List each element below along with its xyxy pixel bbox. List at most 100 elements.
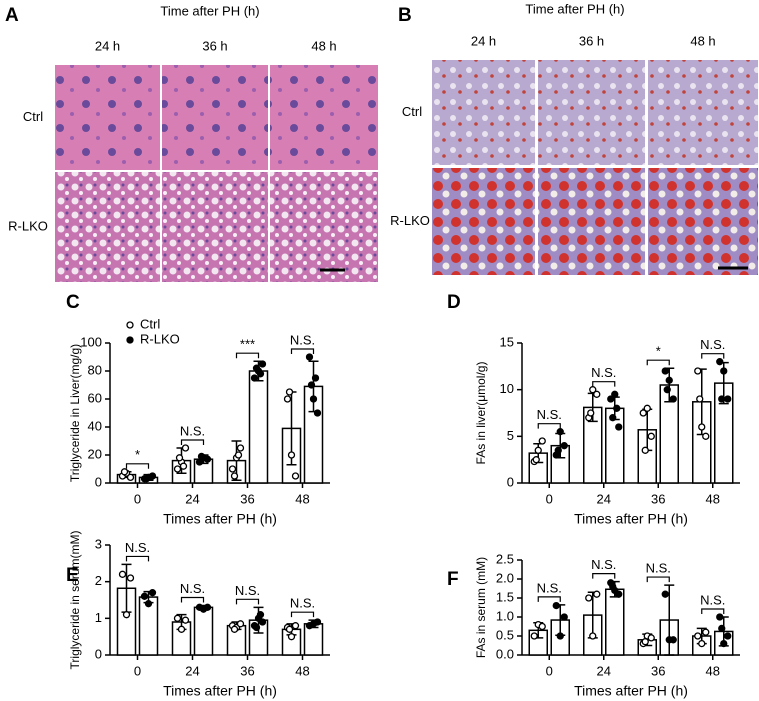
- significance-bracket: [180, 439, 205, 445]
- micrograph: [270, 172, 378, 282]
- panel-letter: A: [5, 5, 19, 26]
- bar: [248, 370, 269, 484]
- x-axis-label: Times after PH (h): [574, 683, 688, 699]
- data-point: [615, 590, 623, 598]
- data-point: [234, 451, 243, 459]
- data-point: [554, 446, 562, 454]
- data-point: [250, 374, 259, 382]
- x-axis-label: Times after PH (h): [163, 511, 277, 527]
- panel-letter: C: [66, 292, 80, 313]
- y-tick-label: 1.5: [496, 589, 514, 604]
- significance-label: N.S.: [125, 540, 150, 555]
- data-point: [252, 364, 261, 372]
- data-point: [291, 472, 300, 480]
- data-point: [716, 613, 724, 621]
- x-axis-label: Times after PH (h): [574, 511, 688, 527]
- panel-letter: D: [447, 292, 461, 313]
- y-tick-label: 0: [95, 474, 102, 489]
- y-tick-label: 0.5: [496, 627, 514, 642]
- data-point: [560, 442, 568, 450]
- legend-marker: [126, 336, 134, 344]
- data-point: [720, 639, 728, 648]
- column-label: 48 h: [311, 38, 336, 53]
- data-point: [718, 624, 726, 633]
- data-point: [611, 390, 619, 398]
- data-point: [307, 381, 316, 389]
- significance-label: N.S.: [646, 561, 671, 576]
- x-tick-label: 0: [546, 491, 553, 506]
- micrograph: [538, 60, 645, 165]
- data-point: [702, 432, 710, 440]
- data-point: [641, 446, 649, 454]
- data-point: [663, 386, 671, 394]
- row-label: R-LKO: [8, 218, 48, 233]
- panel-heading: Time after PH (h): [525, 1, 624, 16]
- micrograph: [432, 60, 535, 165]
- data-point: [309, 395, 318, 403]
- x-tick-label: 36: [651, 491, 665, 506]
- data-point: [669, 395, 677, 403]
- data-point: [530, 632, 538, 640]
- data-point: [724, 395, 732, 403]
- data-point: [283, 395, 292, 403]
- y-tick-label: 2.0: [496, 570, 514, 585]
- data-point: [148, 589, 157, 597]
- x-tick-label: 24: [597, 491, 611, 506]
- data-point: [698, 423, 706, 431]
- significance-label: N.S.: [180, 423, 205, 438]
- legend-label: Ctrl: [140, 316, 160, 331]
- panel-letter: E: [66, 565, 79, 586]
- row-label: Ctrl: [402, 104, 422, 119]
- x-tick-label: 0: [134, 663, 141, 678]
- y-tick-label: 10: [500, 381, 514, 396]
- y-tick-label: 0: [507, 474, 514, 489]
- x-tick-label: 36: [240, 491, 254, 506]
- data-point: [313, 409, 322, 417]
- panel-letter: B: [398, 5, 412, 26]
- data-point: [552, 601, 560, 610]
- column-label: 24 h: [95, 38, 120, 53]
- significance-label: ***: [240, 337, 255, 352]
- data-point: [661, 367, 669, 375]
- x-tick-label: 48: [295, 491, 309, 506]
- x-tick-label: 24: [185, 663, 199, 678]
- data-point: [560, 613, 568, 621]
- data-point: [718, 395, 726, 403]
- data-point: [181, 616, 190, 624]
- column-label: 24 h: [471, 33, 496, 48]
- data-point: [122, 611, 131, 619]
- data-point: [230, 472, 239, 480]
- data-point: [534, 446, 542, 454]
- data-point: [313, 618, 322, 626]
- data-point: [252, 623, 261, 632]
- data-point: [720, 367, 728, 375]
- significance-bracket: [701, 608, 725, 614]
- data-point: [716, 358, 724, 366]
- panel-letter: F: [447, 569, 459, 590]
- y-tick-label: 20: [88, 446, 102, 461]
- significance-label: N.S.: [180, 581, 205, 596]
- data-point: [724, 632, 732, 640]
- significance-label: N.S.: [591, 557, 616, 572]
- micrograph: [55, 65, 160, 170]
- data-point: [702, 628, 710, 636]
- data-point: [532, 456, 540, 464]
- x-axis-label: Times after PH (h): [163, 683, 277, 699]
- data-point: [291, 622, 300, 630]
- data-point: [203, 603, 212, 611]
- data-point: [173, 465, 182, 473]
- data-point: [643, 404, 651, 412]
- x-tick-label: 36: [240, 663, 254, 678]
- y-axis-label: Triglyceride in Liver(mg/g): [68, 344, 82, 482]
- x-tick-label: 36: [651, 663, 665, 678]
- data-point: [230, 625, 239, 633]
- significance-bracket: [290, 611, 315, 618]
- data-point: [609, 582, 617, 591]
- y-axis-label: FAs in liver(μmol/g): [474, 362, 488, 465]
- data-point: [647, 634, 655, 642]
- x-tick-label: 24: [185, 491, 199, 506]
- column-label: 36 h: [579, 33, 604, 48]
- data-point: [144, 600, 153, 608]
- column-label: 36 h: [202, 38, 227, 53]
- data-point: [236, 444, 245, 452]
